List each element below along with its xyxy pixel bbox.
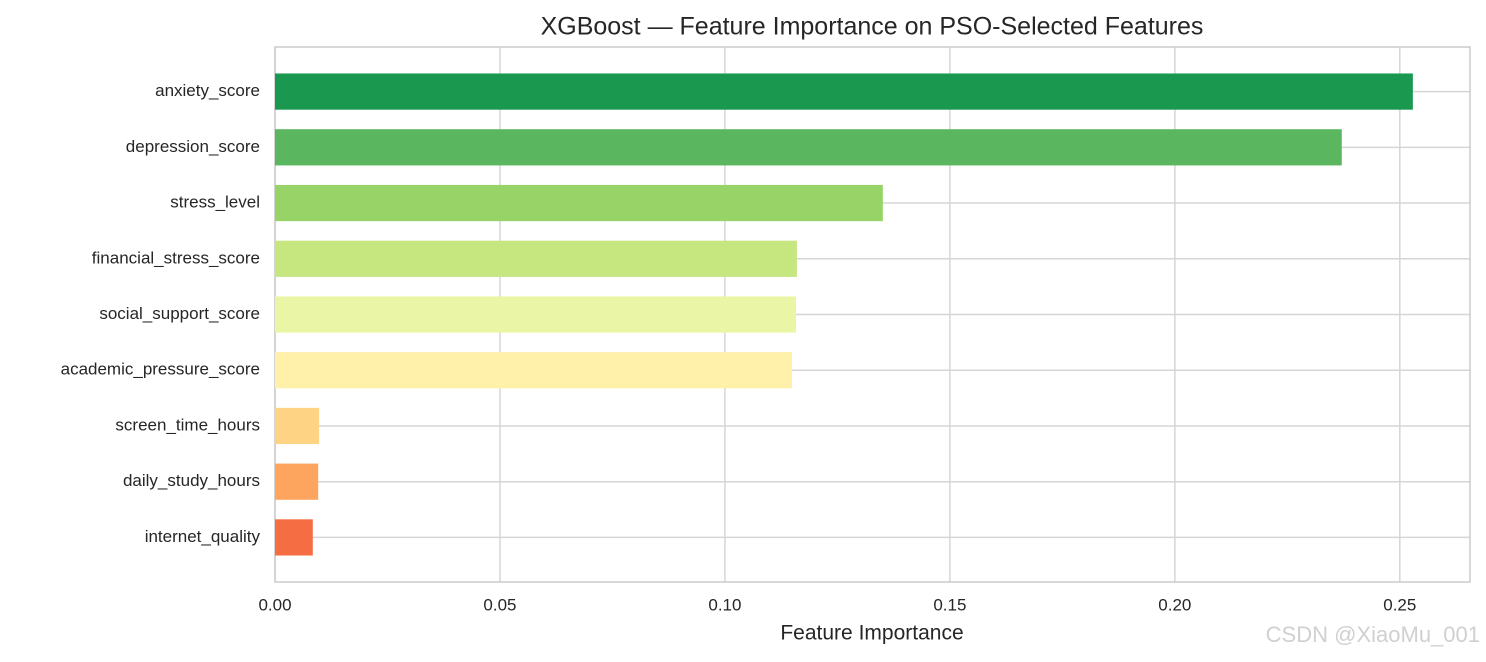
chart-title: XGBoost — Feature Importance on PSO-Sele… [541, 13, 1204, 41]
x-axis-label: Feature Importance [780, 622, 963, 645]
y-tick-label: anxiety_score [155, 81, 260, 100]
bar [275, 240, 797, 277]
y-tick-label: financial_stress_score [92, 248, 260, 267]
bar [275, 73, 1413, 110]
x-tick-label: 0.15 [933, 595, 966, 614]
x-tick-label: 0.20 [1158, 595, 1191, 614]
bar [275, 184, 883, 222]
watermark: CSDN @XiaoMu_001 [1266, 622, 1480, 647]
y-tick-label: academic_pressure_score [61, 360, 260, 379]
bar [275, 463, 319, 500]
x-tick-label: 0.00 [258, 595, 291, 614]
y-tick-label: stress_level [170, 193, 260, 212]
x-tick-label: 0.05 [483, 595, 516, 614]
x-tick-label: 0.25 [1383, 595, 1416, 614]
bar [275, 352, 792, 389]
bar [275, 129, 1342, 166]
y-tick-label: depression_score [126, 137, 260, 156]
y-tick-label: social_support_score [99, 304, 260, 323]
y-tick-label: screen_time_hours [115, 415, 260, 434]
bar [275, 407, 320, 445]
x-tick-label: 0.10 [708, 595, 741, 614]
bar [275, 296, 797, 333]
bar [275, 519, 313, 556]
y-tick-label: daily_study_hours [123, 471, 260, 490]
y-tick-label: internet_quality [145, 527, 261, 546]
